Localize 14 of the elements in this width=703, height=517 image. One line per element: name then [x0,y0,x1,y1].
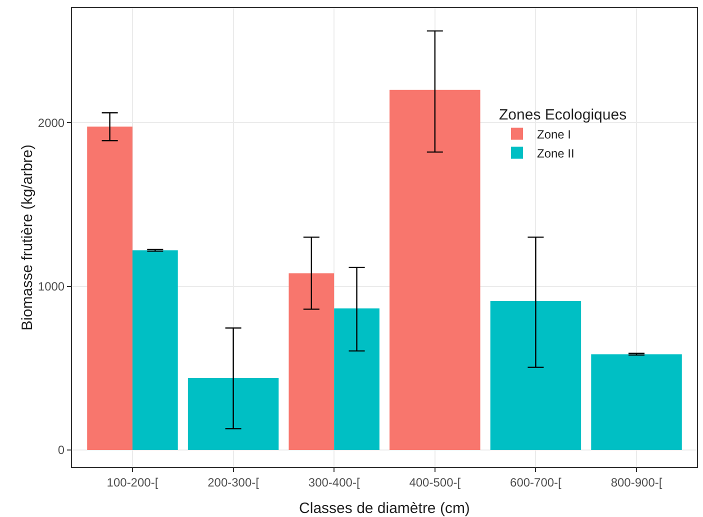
x-tick-label: 100-200-[ [106,475,159,490]
x-tick-label: 300-400-[ [308,475,360,490]
legend-label: Zone II [537,146,574,160]
x-tick-label: 600-700-[ [510,475,562,490]
legend-label: Zone I [537,127,572,142]
x-tick-label: 800-900-[ [610,475,663,490]
x-axis-title: Classes de diamètre (cm) [299,500,470,517]
x-tick-label: 400-500-[ [409,475,462,490]
y-tick-label: 2000 [38,116,65,130]
legend-title: Zones Ecologiques [499,106,627,124]
y-tick-label: 0 [58,443,65,458]
x-tick-label: 200-300-[ [208,475,260,490]
y-tick-label: 1000 [38,279,65,294]
y-axis-title: Biomasse frutière (kg/arbre) [18,144,36,330]
